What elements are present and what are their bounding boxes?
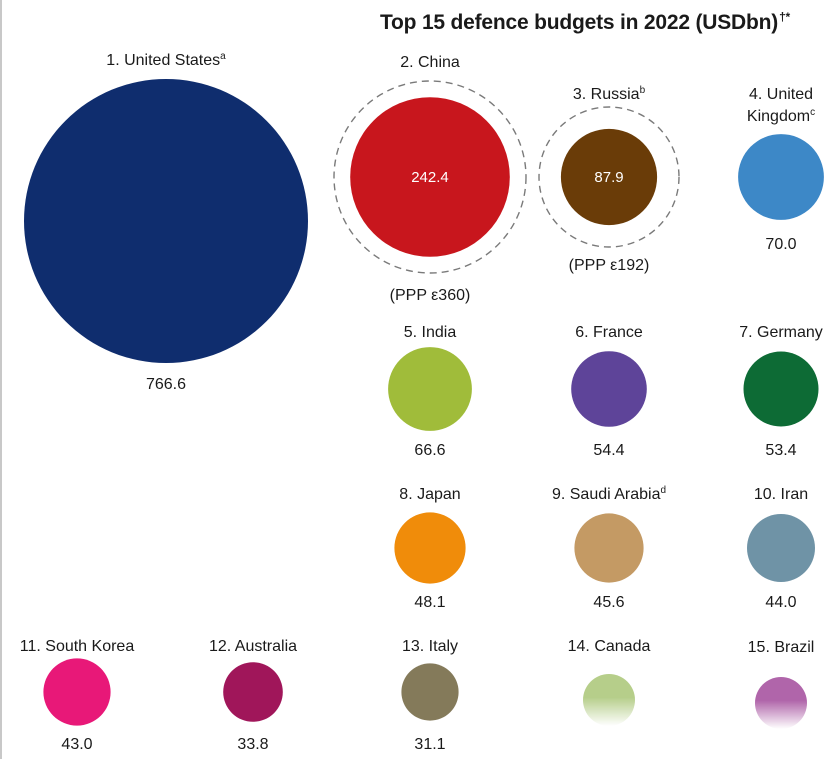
- value-label-iran: 44.0: [765, 594, 796, 611]
- bubble-iran: [747, 514, 815, 582]
- label-france: 6. France: [575, 324, 643, 341]
- label-saudi-arabia: 9. Saudi Arabiad: [552, 485, 666, 503]
- bubble-canada: [583, 674, 635, 726]
- ppp-ring-russia: [538, 106, 680, 248]
- label-germany: 7. Germany: [739, 324, 823, 341]
- label-south-korea: 11. South Korea: [20, 638, 135, 655]
- label-japan: 8. Japan: [399, 486, 460, 503]
- label-united-states: 1. United Statesa: [106, 51, 226, 69]
- bubble-france: [571, 351, 647, 427]
- value-label-russia: 87.9: [594, 169, 623, 186]
- footnote-mark-united-kingdom: c: [810, 107, 815, 118]
- value-label-united-states: 766.6: [146, 376, 186, 393]
- label-canada: 14. Canada: [568, 638, 651, 655]
- bubble-china: [350, 97, 510, 257]
- bubble-brazil: [755, 677, 807, 729]
- ppp-label-russia: (PPP ε192): [569, 257, 650, 274]
- footnote-mark-saudi-arabia: d: [660, 485, 666, 496]
- label-united-kingdom-line-2: Kingdomc: [747, 107, 815, 125]
- label-china: 2. China: [400, 54, 460, 71]
- label-brazil: 15. Brazil: [748, 639, 815, 656]
- label-iran: 10. Iran: [754, 486, 808, 503]
- label-russia: 3. Russiab: [573, 85, 646, 103]
- footnote-mark-russia: b: [640, 85, 646, 96]
- ppp-label-china: (PPP ε360): [390, 287, 471, 304]
- left-border: [0, 0, 2, 759]
- bubble-russia: [560, 128, 658, 226]
- value-label-saudi-arabia: 45.6: [593, 594, 624, 611]
- value-label-australia: 33.8: [237, 736, 268, 753]
- label-united-kingdom-line-1: 4. United: [749, 86, 813, 103]
- value-label-china: 242.4: [411, 169, 449, 186]
- label-india: 5. India: [404, 324, 457, 341]
- bubble-australia: [223, 662, 283, 722]
- bubble-saudi-arabia: [574, 513, 644, 583]
- value-label-india: 66.6: [414, 442, 445, 459]
- label-australia: 12. Australia: [209, 638, 297, 655]
- value-label-japan: 48.1: [414, 594, 445, 611]
- footnote-mark-united-states: a: [220, 51, 226, 62]
- bubble-united-kingdom: [738, 134, 824, 220]
- chart-title-text: Top 15 defence budgets in 2022 (USDbn): [379, 11, 779, 34]
- chart-title: Top 15 defence budgets in 2022 (USDbn)†*: [340, 10, 830, 35]
- bubble-united-states: [24, 79, 308, 363]
- value-label-italy: 31.1: [414, 736, 445, 753]
- bubble-germany: [743, 351, 819, 427]
- bubble-italy: [401, 663, 459, 721]
- value-label-france: 54.4: [593, 442, 624, 459]
- ppp-ring-china: [333, 80, 527, 274]
- bubble-south-korea: [43, 658, 111, 726]
- value-label-south-korea: 43.0: [61, 736, 92, 753]
- title-footnote-marks: †*: [779, 10, 791, 24]
- label-italy: 13. Italy: [402, 638, 458, 655]
- value-label-united-kingdom: 70.0: [765, 236, 796, 253]
- bubble-japan: [394, 512, 466, 584]
- bubble-india: [388, 347, 472, 431]
- value-label-germany: 53.4: [765, 442, 796, 459]
